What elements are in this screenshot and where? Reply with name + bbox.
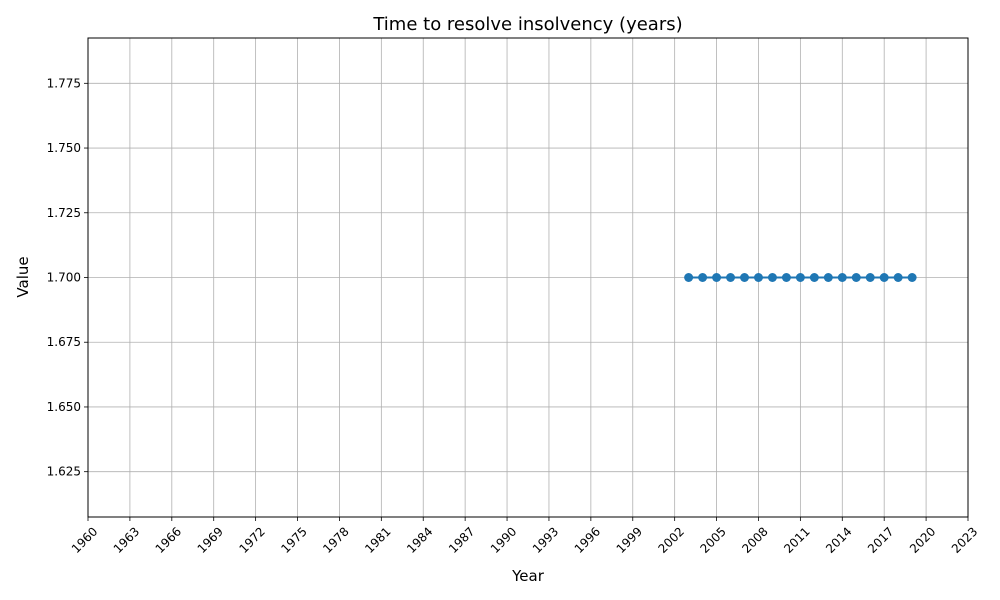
x-tick-label: 1999 — [614, 524, 645, 555]
x-tick-label: 1966 — [153, 524, 184, 555]
y-axis-label: Value — [14, 256, 32, 297]
x-tick-label: 2020 — [907, 524, 938, 555]
x-tick-label: 1984 — [404, 524, 435, 555]
data-point — [753, 273, 763, 282]
x-tick-label: 2011 — [781, 524, 812, 555]
x-tick-label: 1978 — [320, 524, 351, 555]
x-tick-label: 1993 — [530, 524, 561, 555]
y-tick-label: 1.650 — [47, 400, 81, 414]
y-tick-label: 1.725 — [47, 206, 81, 220]
data-point — [837, 273, 847, 282]
x-tick-label: 1960 — [69, 524, 100, 555]
y-tick-label: 1.775 — [47, 76, 81, 90]
x-tick-label: 2002 — [656, 524, 687, 555]
x-tick-label: 1975 — [278, 524, 309, 555]
x-axis-ticks: 1960 1963 1966 1969 1972 1975 1978 1981 1984 1987… — [69, 517, 980, 556]
data-point — [865, 273, 875, 282]
data-point — [684, 273, 694, 282]
x-tick-label: 1972 — [236, 524, 267, 555]
data-point — [823, 273, 833, 282]
data-point — [698, 273, 708, 282]
data-point — [767, 273, 777, 282]
x-tick-label: 2008 — [739, 524, 770, 555]
x-tick-label: 2023 — [949, 524, 980, 555]
y-tick-label: 1.750 — [47, 141, 81, 155]
x-tick-label: 1963 — [111, 524, 142, 555]
data-point — [712, 273, 722, 282]
x-tick-label: 2005 — [697, 524, 728, 555]
chart-title: Time to resolve insolvency (years) — [372, 14, 682, 35]
x-axis-label: Year — [511, 567, 545, 585]
data-point — [726, 273, 736, 282]
y-tick-label: 1.675 — [47, 335, 81, 349]
x-tick-label: 1996 — [572, 524, 603, 555]
x-tick-label: 1987 — [446, 524, 477, 555]
data-point — [781, 273, 791, 282]
data-point — [851, 273, 861, 282]
data-point — [795, 273, 805, 282]
series-layer — [684, 273, 917, 282]
data-point — [809, 273, 819, 282]
x-tick-label: 1969 — [195, 524, 226, 555]
data-point — [893, 273, 903, 282]
x-tick-label: 1981 — [362, 524, 393, 555]
x-tick-label: 2014 — [823, 524, 854, 555]
y-axis-ticks: 1.625 1.650 1.675 1.700 1.725 1.750 1.775 — [47, 76, 88, 479]
data-point — [879, 273, 889, 282]
y-tick-label: 1.700 — [47, 271, 81, 285]
x-tick-label: 1990 — [488, 524, 519, 555]
x-tick-label: 2017 — [865, 524, 896, 555]
data-point — [907, 273, 917, 282]
y-tick-label: 1.625 — [47, 465, 81, 479]
data-point — [740, 273, 750, 282]
